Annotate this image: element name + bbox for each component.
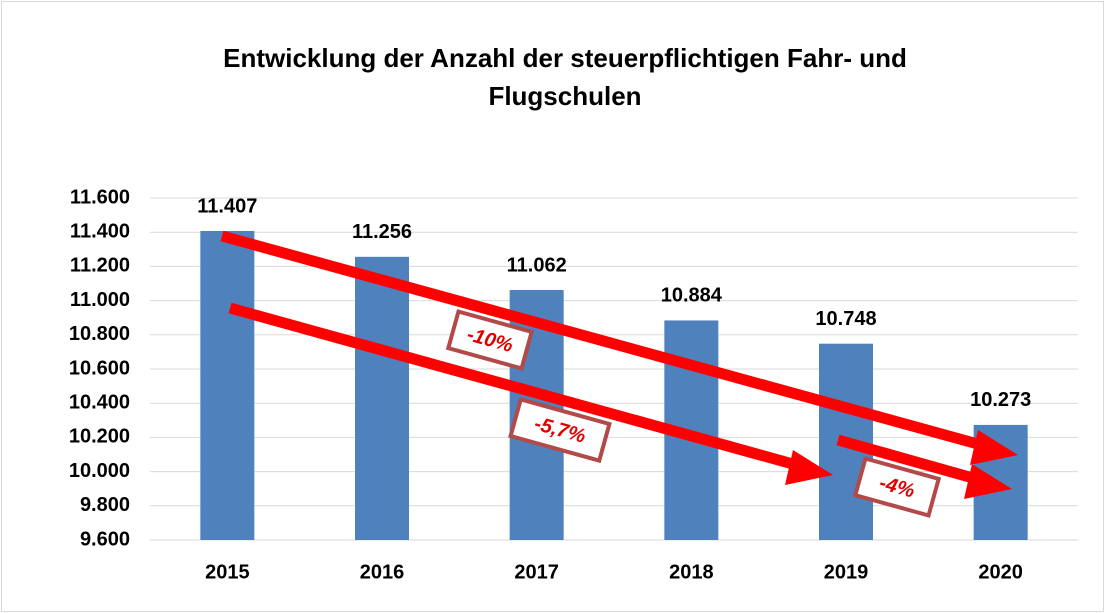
y-tick-label: 10.000	[69, 460, 130, 482]
x-tick-label: 2018	[669, 561, 714, 583]
trend-arrow	[220, 230, 987, 452]
value-label: 11.407	[197, 195, 257, 217]
value-label: 11.256	[352, 221, 412, 243]
bar	[200, 231, 255, 541]
x-tick-label: 2017	[514, 561, 559, 583]
arrow-head	[785, 450, 833, 485]
value-label: 10.884	[661, 285, 723, 307]
annotation-box	[508, 396, 612, 464]
chart-title-line2: Flugschulen	[488, 81, 641, 111]
y-tick-label: 9.600	[80, 528, 130, 550]
y-tick-label: 11.200	[70, 255, 130, 277]
y-tick-label: 11.000	[70, 289, 130, 311]
bar	[355, 256, 409, 540]
chart-title: Entwicklung der Anzahl der steuerpflicht…	[223, 43, 907, 73]
y-tick-label: 10.200	[69, 426, 130, 448]
y-tick-label: 10.400	[69, 391, 130, 413]
trend-arrow	[836, 434, 982, 486]
x-tick-label: 2016	[360, 561, 405, 583]
annotation-box	[852, 456, 942, 518]
value-label: 10.273	[970, 389, 1031, 411]
x-tick-label: 2020	[978, 561, 1023, 583]
y-tick-label: 11.600	[70, 186, 130, 208]
arrow-head	[964, 464, 1012, 499]
annotation-box	[445, 309, 535, 371]
y-tick-label: 10.800	[69, 323, 130, 345]
value-label: 10.748	[815, 308, 876, 330]
y-tick-label: 10.600	[69, 357, 130, 379]
annotation: -5,7%	[508, 396, 612, 464]
annotation: -4%	[852, 456, 942, 518]
trend-arrow	[228, 302, 802, 472]
arrow-head	[970, 430, 1018, 465]
y-tick-label: 9.800	[80, 494, 130, 516]
annotation: -10%	[445, 309, 535, 371]
y-tick-label: 11.400	[70, 220, 130, 242]
arrows: -10% -5,7% -4%	[220, 230, 1018, 518]
x-tick-label: 2015	[205, 561, 250, 583]
value-label: 11.062	[507, 254, 567, 276]
x-tick-label: 2019	[824, 561, 869, 583]
